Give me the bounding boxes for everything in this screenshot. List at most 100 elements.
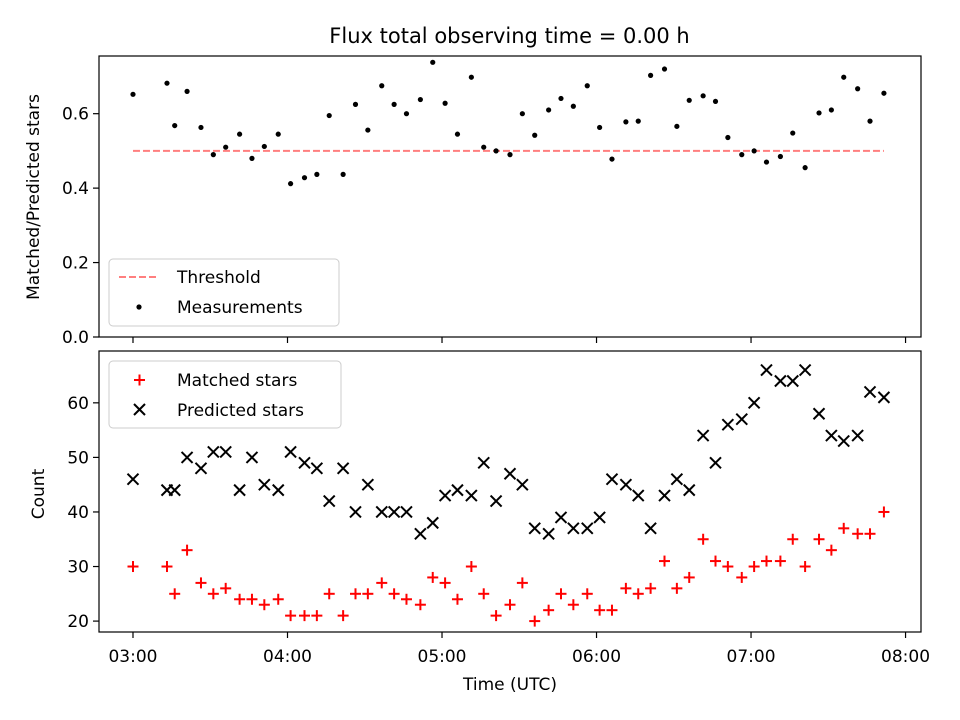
matched-star-point (671, 582, 683, 594)
measurement-point (468, 74, 474, 80)
matched-star-point (838, 522, 850, 534)
predicted-star-point (632, 489, 645, 502)
matched-star-point (451, 593, 463, 605)
predicted-star-point (786, 374, 799, 388)
measurement-point (249, 155, 255, 161)
measurement-point (881, 90, 887, 96)
count-y-ticks: 20 30 40 50 60 (67, 394, 99, 632)
count-y-tick-label: 30 (67, 558, 89, 578)
measurement-point (725, 134, 731, 141)
matched-star-point (490, 610, 502, 622)
matched-star-point (567, 599, 579, 611)
matched-star-point (349, 588, 361, 600)
predicted-star-point (387, 505, 401, 519)
measurement-point (340, 171, 346, 177)
ratio-y-tick-label: 0.2 (62, 254, 89, 274)
matched-star-point (311, 610, 323, 622)
measurement-point (164, 80, 170, 86)
matched-star-point (736, 571, 748, 583)
matched-star-point (659, 555, 671, 567)
measurement-point (352, 101, 359, 107)
predicted-star-point (696, 429, 710, 442)
predicted-star-point (837, 434, 850, 448)
predicted-star-point (168, 483, 181, 497)
predicted-star-point (658, 489, 671, 502)
measurement-point (802, 165, 808, 171)
measurement-point (391, 101, 397, 107)
measurement-point (430, 59, 436, 65)
predicted-star-point (581, 522, 594, 535)
matched-star-point (645, 582, 657, 594)
measurement-point (739, 152, 745, 158)
predicted-star-point (126, 473, 140, 486)
legend-threshold-label: Threshold (176, 268, 261, 288)
measurement-point (301, 175, 308, 181)
measurement-point (172, 122, 178, 129)
measurement-point (855, 86, 861, 92)
measurement-point (674, 123, 680, 129)
matched-star-point (195, 577, 207, 589)
measurement-point (184, 88, 190, 94)
measurement-point (828, 107, 834, 113)
matched-star-point (285, 610, 297, 622)
matched-star-point (697, 533, 709, 545)
measurement-point (790, 130, 796, 136)
predicted-star-point (465, 489, 478, 502)
legend-predicted-marker (133, 403, 146, 416)
predicted-star-point (310, 462, 324, 475)
matched-star-point (337, 610, 349, 622)
measurement-point (130, 91, 136, 97)
measurement-point (275, 131, 281, 137)
predicted-star-point (284, 445, 297, 459)
ratio-legend-box (108, 258, 340, 327)
measurement-point (454, 131, 461, 137)
predicted-star-point (180, 451, 194, 464)
predicted-star-point (760, 363, 773, 377)
predicted-star-point (877, 391, 891, 404)
predicted-star-point (825, 429, 838, 442)
measurement-point (532, 132, 538, 138)
measurement-point (379, 83, 385, 89)
predicted-star-point (219, 445, 232, 459)
measurement-point (841, 74, 847, 80)
measurement-point (314, 171, 320, 177)
measurement-point (686, 97, 692, 103)
matched-star-point (299, 610, 310, 622)
predicted-star-point (298, 456, 311, 470)
measurement-point (519, 111, 525, 117)
matched-star-point (246, 593, 258, 605)
predicted-star-point (798, 363, 812, 377)
predicted-star-point (258, 478, 271, 491)
predicted-star-point (812, 407, 826, 420)
measurement-point (609, 156, 615, 162)
predicted-star-point (414, 527, 427, 540)
x-axis-label: Time (UTC) (462, 675, 557, 695)
measurement-point (237, 131, 243, 137)
matched-star-point (400, 593, 412, 605)
matched-star-point (516, 577, 528, 589)
count-legend-box (108, 360, 342, 429)
ratio-y-tick-label: 0.6 (62, 105, 89, 125)
matched-star-point (555, 588, 567, 600)
matched-star-point (161, 561, 173, 573)
count-plot-frame (98, 350, 922, 633)
measurement-point (493, 148, 499, 154)
legend-matched-label: Matched stars (177, 371, 297, 391)
legend-matched-marker (134, 374, 145, 386)
ratio-y-ticks: 0.0 0.2 0.4 0.6 (62, 105, 99, 348)
measurement-point (712, 98, 719, 105)
predicted-star-point (323, 494, 336, 508)
ratio-y-tick-label: 0.0 (62, 328, 89, 348)
matched-star-point (362, 588, 374, 600)
count-series (126, 363, 891, 627)
measurement-point (597, 124, 603, 131)
predicted-star-point (670, 473, 684, 486)
matched-star-point (478, 588, 490, 600)
legend-predicted-label: Predicted stars (177, 401, 304, 421)
predicted-star-point (503, 467, 517, 480)
matched-star-point (825, 544, 837, 556)
matched-star-point (581, 588, 593, 600)
predicted-star-point (542, 527, 555, 540)
predicted-star-point (194, 462, 208, 475)
